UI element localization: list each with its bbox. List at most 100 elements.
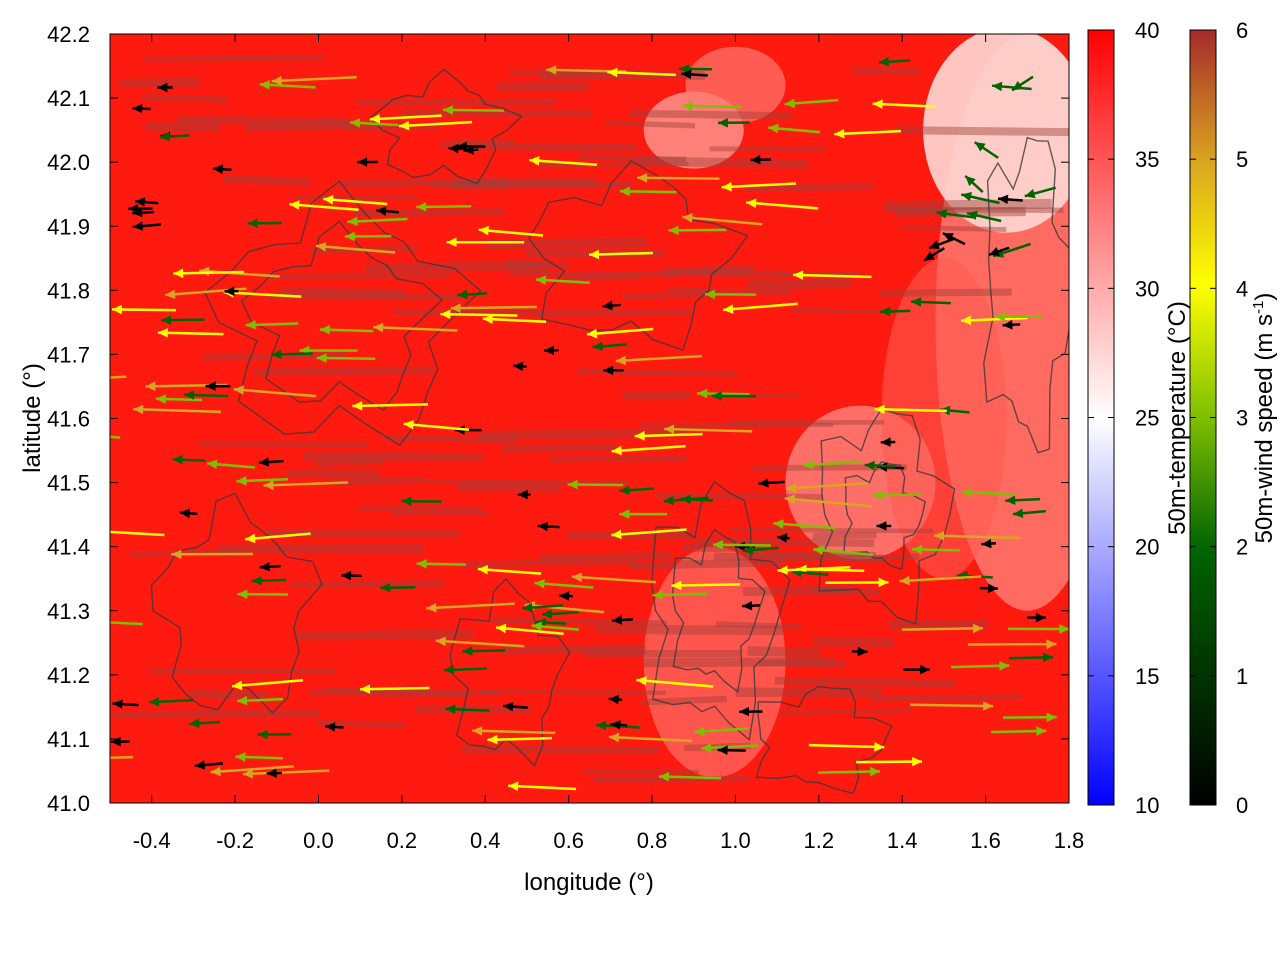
wind-arrow-head <box>457 289 468 300</box>
wind-streak <box>113 709 320 719</box>
wind-arrow-head <box>247 218 258 228</box>
x-tick-label: 1.2 <box>804 828 835 853</box>
wind-streak <box>217 544 424 554</box>
wind-arrow-head <box>161 315 172 325</box>
x-tick-label: -0.2 <box>216 828 254 853</box>
wind-arrow-shaft <box>636 678 714 688</box>
wind-arrow-shaft <box>746 201 819 210</box>
wind-arrow-head <box>189 718 200 729</box>
wind-arrow-shaft <box>960 316 1028 322</box>
wind-arrow-shaft <box>442 108 504 112</box>
wind-arrow-head <box>697 388 708 399</box>
wind-streak <box>894 126 1069 137</box>
wind-arrow-shaft <box>369 114 442 121</box>
wind-streak <box>672 268 788 278</box>
wind-arrow-head <box>373 322 384 333</box>
wind-arrow-head <box>912 756 923 767</box>
wind-arrow-head <box>184 390 195 400</box>
wind-colorbar-ticks: 0 1 2 3 4 5 6 <box>1190 18 1248 818</box>
wind-streak <box>278 287 406 297</box>
wind-arrow-shaft <box>834 129 902 136</box>
wind-arrow-head <box>652 590 663 600</box>
wind-arrow-head <box>145 381 156 391</box>
wind-streak <box>245 121 352 133</box>
wind-arrow-head <box>920 664 930 675</box>
wind-colorbar-label: 50m-wind speed (m s-1) <box>1250 293 1278 544</box>
wind-arrow-head <box>872 99 883 109</box>
plot-area <box>110 34 1069 803</box>
wind-arrow-head <box>784 98 795 109</box>
wind-arrow-head <box>619 186 630 197</box>
wind-arrow-head <box>987 583 998 594</box>
wind-arrow-head <box>426 602 437 613</box>
wind-arrow-head <box>357 157 368 167</box>
wind-arrow-shaft <box>793 273 872 279</box>
wind-streak <box>605 120 696 129</box>
colorbar-tick-label: 20 <box>1135 535 1159 560</box>
wind-streak <box>391 510 491 517</box>
wind-arrow-head <box>559 591 570 601</box>
wind-arrow-shaft <box>901 627 983 631</box>
wind-arrow-head <box>344 231 355 242</box>
wind-arrow-shaft <box>723 302 798 312</box>
wind-arrow-head <box>110 736 121 747</box>
y-tick-label: 41.4 <box>47 535 90 560</box>
wind-arrow-shaft <box>664 427 753 433</box>
x-tick-label: -0.4 <box>133 828 171 853</box>
colorbar-tick-label: 0 <box>1236 793 1248 818</box>
wind-arrow-head <box>212 164 224 174</box>
temperature-patch <box>881 258 1007 579</box>
x-tick-label: 0.0 <box>303 828 334 853</box>
wind-arrow-head <box>610 720 621 730</box>
wind-arrow-head <box>967 210 978 221</box>
wind-arrow-shaft <box>347 217 408 224</box>
wind-arrow-shaft <box>271 76 357 83</box>
wind-arrow-head <box>445 704 456 715</box>
wind-arrow-head <box>205 381 216 391</box>
wind-streak <box>743 182 873 192</box>
wind-arrow-head <box>495 623 507 634</box>
wind-arrow-shaft <box>173 270 244 275</box>
x-tick-label: 1.4 <box>887 828 918 853</box>
terrain-contour <box>755 685 893 795</box>
wind-arrow-head <box>128 203 139 214</box>
wind-arrow-head <box>235 752 246 762</box>
terrain-contour <box>369 68 523 185</box>
wind-arrow-head <box>257 729 268 740</box>
wind-arrow-shaft <box>403 422 470 431</box>
wind-arrow-shaft <box>110 375 127 379</box>
wind-arrow-head <box>259 80 270 90</box>
wind-arrow-head <box>876 521 887 531</box>
wind-arrow-head <box>717 745 728 756</box>
wind-arrow-head <box>1002 320 1013 330</box>
wind-arrow-head <box>981 538 992 549</box>
wind-arrow-head <box>347 216 358 227</box>
wind-arrow-head <box>446 237 457 248</box>
wind-arrow-head <box>134 197 146 207</box>
wind-arrow-head <box>878 56 889 67</box>
y-tick-label: 41.2 <box>47 663 90 688</box>
temperature-colorbar: 10 15 20 25 30 35 40 50m-temperature (°C) <box>1087 18 1191 818</box>
wind-streak <box>852 67 920 75</box>
wind-arrow-head <box>634 431 645 441</box>
wind-colorbar-label-main: 50m-wind speed (m s <box>1251 314 1278 543</box>
wind-arrow-head <box>615 355 626 366</box>
wind-arrow-head <box>369 113 381 124</box>
wind-streak <box>479 427 687 441</box>
wind-arrow-head <box>443 665 454 675</box>
wind-streak <box>657 492 823 501</box>
wind-arrow-shaft <box>263 481 349 487</box>
wind-arrow-head <box>746 198 757 209</box>
wind-arrow-head <box>245 533 256 544</box>
wind-arrow-head <box>608 694 619 705</box>
wind-colorbar-label-sup: -1 <box>1250 301 1267 314</box>
wind-arrow-head <box>237 695 248 706</box>
wind-arrow-shaft <box>315 244 396 254</box>
terrain-contour <box>650 480 791 742</box>
wind-arrow-head <box>988 247 1000 257</box>
wind-streak <box>887 206 1064 213</box>
wind-streak <box>713 552 885 563</box>
wind-arrow-head <box>965 175 976 187</box>
wind-arrow-head <box>834 128 845 139</box>
wind-streak <box>480 689 666 695</box>
